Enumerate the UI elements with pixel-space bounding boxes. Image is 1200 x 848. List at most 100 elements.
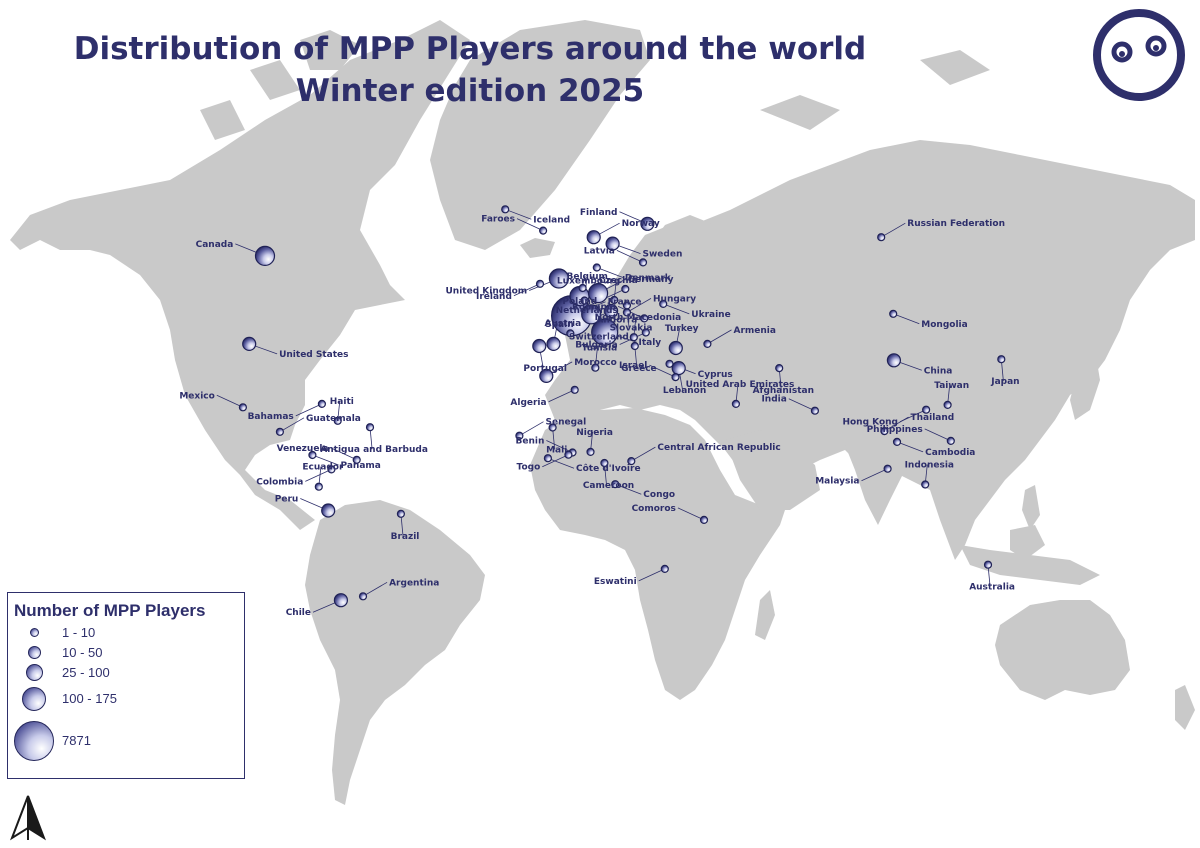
marker-eswatini bbox=[660, 564, 669, 574]
label-mali: Mali bbox=[546, 446, 567, 456]
face-logo-icon bbox=[1093, 9, 1185, 101]
label-bahamas: Bahamas bbox=[248, 412, 294, 422]
label-austria: Austria bbox=[545, 319, 582, 329]
marker-argentina bbox=[358, 592, 368, 601]
landmass-eurasia bbox=[545, 140, 1195, 560]
country-markers bbox=[238, 205, 1006, 608]
marker-switzerland bbox=[581, 304, 602, 325]
marker-chile bbox=[333, 593, 348, 608]
marker-portugal bbox=[532, 338, 547, 354]
marker-romania bbox=[640, 314, 649, 323]
label-turkey: Turkey bbox=[665, 324, 699, 334]
marker-spain bbox=[546, 336, 561, 351]
label-panama: Panama bbox=[341, 461, 381, 471]
leader-line bbox=[924, 428, 951, 442]
marker-hungary bbox=[622, 308, 632, 317]
marker-china bbox=[886, 353, 902, 368]
leader-line bbox=[617, 306, 645, 319]
landmass-japan bbox=[1070, 350, 1100, 420]
label-japan: Japan bbox=[990, 377, 1019, 387]
marker-bulgaria bbox=[641, 328, 650, 337]
leader-line bbox=[880, 222, 906, 238]
label-colombia: Colombia bbox=[256, 477, 303, 487]
legend-label: 25 - 100 bbox=[62, 665, 110, 680]
leader-line bbox=[631, 446, 656, 462]
legend-symbol bbox=[30, 628, 39, 637]
marker-austria bbox=[603, 303, 619, 319]
leader-line bbox=[305, 469, 332, 482]
label-hong-kong: Hong Kong bbox=[842, 418, 898, 428]
label-ecuador: Ecuador bbox=[302, 463, 344, 473]
label-czechia: Czechia bbox=[599, 276, 638, 286]
marker-malaysia bbox=[883, 464, 892, 473]
label-france: France bbox=[608, 298, 642, 308]
leader-line bbox=[547, 457, 575, 469]
label-antigua-and-barbuda: Antigua and Barbuda bbox=[320, 445, 428, 455]
marker-turkey bbox=[668, 340, 683, 356]
marker-senegal bbox=[515, 431, 524, 440]
marker-philippines bbox=[946, 436, 955, 445]
marker-haiti bbox=[333, 416, 342, 425]
label-germany: Germany bbox=[628, 275, 674, 285]
marker-cyprus bbox=[665, 359, 674, 368]
label-russian-federation: Russian Federation bbox=[907, 219, 1005, 229]
label-north-macedonia: North Macedonia bbox=[595, 313, 682, 323]
marker-algeria bbox=[570, 385, 579, 394]
label-australia: Australia bbox=[969, 583, 1015, 593]
leader-line bbox=[542, 454, 569, 468]
label-hungary: Hungary bbox=[653, 294, 696, 304]
marker-finland bbox=[640, 216, 655, 231]
label-philippines: Philippines bbox=[867, 425, 923, 435]
label-netherlands: Netherlands bbox=[556, 306, 618, 316]
marker-congo bbox=[611, 480, 620, 489]
marker-guatemala bbox=[275, 427, 284, 436]
label-bulgaria: Bulgaria bbox=[575, 341, 617, 351]
marker-tunisia bbox=[591, 363, 600, 372]
leader-line bbox=[788, 398, 816, 412]
label-romania: Romania bbox=[572, 302, 616, 312]
landmass-iceland bbox=[520, 238, 555, 258]
landmass-africa bbox=[530, 408, 790, 700]
label-senegal: Senegal bbox=[546, 418, 587, 428]
label-spain: Spain bbox=[545, 320, 574, 330]
marker-mongolia bbox=[889, 309, 898, 318]
marker-antigua-and-barbuda bbox=[365, 423, 375, 432]
label-italy: Italy bbox=[639, 338, 662, 348]
label-morocco: Morocco bbox=[574, 358, 617, 368]
leader-line bbox=[861, 468, 888, 482]
label-israel: Israel bbox=[619, 361, 647, 371]
label-togo: Togo bbox=[517, 463, 541, 473]
label-haiti: Haiti bbox=[330, 397, 354, 407]
leader-line bbox=[615, 483, 642, 495]
label-cyprus: Cyprus bbox=[698, 370, 733, 380]
landmass-india bbox=[845, 430, 910, 525]
marker-ireland bbox=[535, 279, 545, 288]
country-labels: France Italy Canada United Kingdom Belgium Sw… bbox=[179, 208, 1019, 618]
marker-greece bbox=[630, 341, 639, 351]
marker-cambodia bbox=[892, 437, 902, 446]
marker-iceland bbox=[501, 205, 510, 214]
leader-line bbox=[596, 267, 624, 278]
label-guatemala: Guatemala bbox=[306, 414, 361, 424]
marker-japan bbox=[997, 355, 1006, 364]
label-ukraine: Ukraine bbox=[691, 310, 730, 320]
leader-line bbox=[638, 568, 665, 582]
landmass-north-america bbox=[10, 20, 470, 530]
marker-togo bbox=[564, 450, 573, 459]
label-sweden: Sweden bbox=[643, 250, 683, 260]
leader-line bbox=[707, 329, 732, 345]
leader-line bbox=[505, 208, 532, 220]
marker-hong-kong bbox=[921, 405, 931, 414]
marker-nigeria bbox=[586, 447, 595, 456]
label-lebanon: Lebanon bbox=[663, 386, 706, 396]
label-mongolia: Mongolia bbox=[921, 320, 967, 330]
marker-luxembourg bbox=[580, 296, 589, 305]
leader-line bbox=[362, 581, 388, 597]
leader-line bbox=[513, 283, 541, 297]
legend-label: 10 - 50 bbox=[62, 645, 103, 660]
label-china: China bbox=[924, 366, 953, 376]
marker-armenia bbox=[703, 339, 712, 348]
marker-panama bbox=[308, 450, 317, 460]
leader-line bbox=[216, 394, 244, 408]
